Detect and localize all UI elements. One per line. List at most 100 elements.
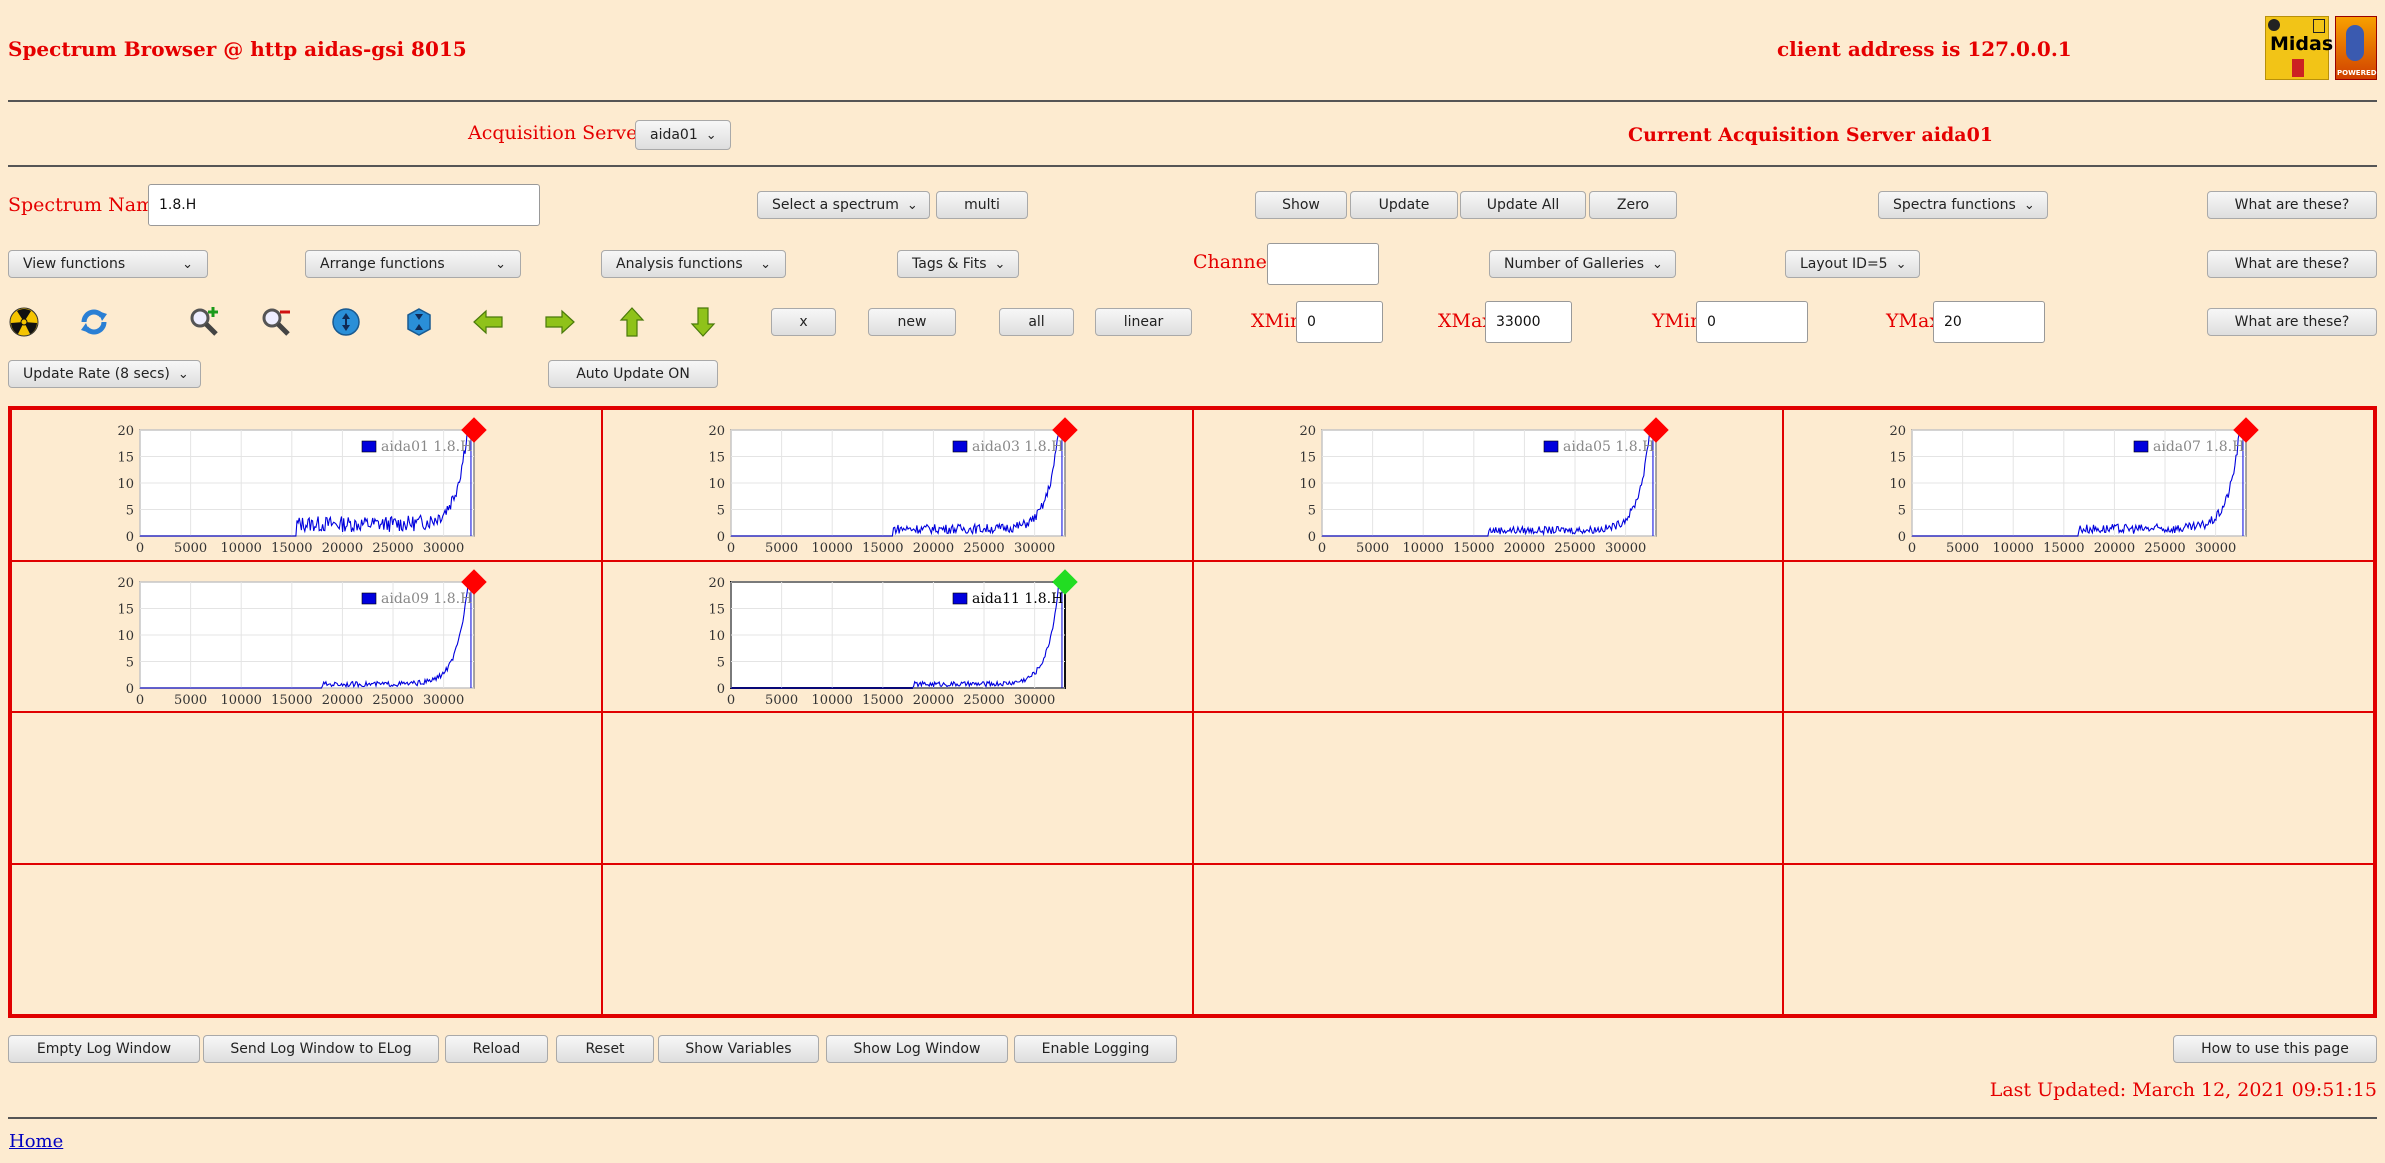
multi-button[interactable]: multi	[936, 191, 1028, 219]
update-rate-label: Update Rate (8 secs)	[23, 366, 170, 382]
show-variables-button[interactable]: Show Variables	[658, 1035, 819, 1063]
x-tick-label: 30000	[423, 693, 464, 708]
spectrum-plot-aida09[interactable]: 0 5000 10000 15000 20000 25000 30000 0 5 10 15 20 ai…	[12, 562, 602, 712]
gallery-cell-9[interactable]	[11, 712, 602, 864]
gallery-cell-3[interactable]: 0 5000 10000 15000 20000 25000 30000 0 5 10 15 20 ai…	[1192, 409, 1784, 561]
gallery-cell-10[interactable]	[601, 712, 1193, 864]
spectrum-name-label: Spectrum Name:	[8, 194, 172, 216]
gallery-cell-16[interactable]	[1783, 863, 2374, 1015]
home-link[interactable]: Home	[9, 1131, 64, 1152]
x-tick-label: 0	[1317, 541, 1325, 556]
what-are-these-button-2[interactable]: What are these?	[2207, 250, 2377, 278]
zoom-out-icon[interactable]	[260, 306, 292, 338]
what-are-these-button-1[interactable]: What are these?	[2207, 191, 2377, 219]
gallery-cell-6[interactable]: 0 5000 10000 15000 20000 25000 30000 0 5 10 15 20 ai…	[601, 560, 1193, 712]
x-tick-label: 15000	[862, 693, 903, 708]
y-tick-label: 5	[716, 504, 724, 519]
send-log-to-elog-button[interactable]: Send Log Window to ELog	[203, 1035, 439, 1063]
gallery-cell-13[interactable]	[11, 863, 602, 1015]
spectrum-plot-aida07[interactable]: 0 5000 10000 15000 20000 25000 30000 0 5 10 15 20 ai…	[1784, 410, 2374, 560]
arrow-left-icon[interactable]	[472, 306, 504, 338]
acquisition-server-select[interactable]: aida01 ⌄	[635, 120, 731, 150]
empty-log-window-button[interactable]: Empty Log Window	[8, 1035, 200, 1063]
gallery-cell-14[interactable]	[601, 863, 1193, 1015]
powered-logo: POWERED	[2335, 16, 2377, 80]
compress-vertical-icon[interactable]	[403, 306, 435, 338]
zero-button[interactable]: Zero	[1589, 191, 1677, 219]
channel-input[interactable]	[1267, 243, 1379, 285]
gallery-cell-1[interactable]: 0 5000 10000 15000 20000 25000 30000 0 5 10 15 20 ai…	[11, 409, 602, 561]
show-button[interactable]: Show	[1255, 191, 1347, 219]
show-log-window-button[interactable]: Show Log Window	[826, 1035, 1008, 1063]
x-tick-label: 20000	[1503, 541, 1544, 556]
y-tick-label: 20	[708, 424, 725, 439]
x-tick-label: 5000	[765, 693, 798, 708]
gallery-cell-11[interactable]	[1192, 712, 1784, 864]
chevron-down-icon: ⌄	[705, 127, 717, 143]
reload-button[interactable]: Reload	[445, 1035, 548, 1063]
how-to-use-button[interactable]: How to use this page	[2173, 1035, 2377, 1063]
ymax-input[interactable]: 20	[1933, 301, 2045, 343]
auto-update-button[interactable]: Auto Update ON	[548, 360, 718, 388]
x-button[interactable]: x	[771, 308, 836, 336]
spectrum-series-line	[1912, 429, 2242, 537]
refresh-icon[interactable]	[78, 306, 110, 338]
update-rate-dropdown[interactable]: Update Rate (8 secs) ⌄	[8, 360, 201, 388]
midas-logo-text: Midas	[2270, 33, 2334, 55]
select-spectrum-label: Select a spectrum	[772, 197, 899, 213]
arrow-up-icon[interactable]	[616, 306, 648, 338]
reset-button[interactable]: Reset	[556, 1035, 654, 1063]
y-tick-label: 5	[716, 655, 724, 670]
gallery-cell-15[interactable]	[1192, 863, 1784, 1015]
spectra-functions-dropdown[interactable]: Spectra functions ⌄	[1878, 191, 2048, 219]
radiation-icon[interactable]	[8, 306, 40, 338]
enable-logging-button[interactable]: Enable Logging	[1014, 1035, 1177, 1063]
arrow-right-icon[interactable]	[544, 306, 576, 338]
select-spectrum-dropdown[interactable]: Select a spectrum ⌄	[757, 191, 930, 219]
last-updated: Last Updated: March 12, 2021 09:51:15	[1989, 1079, 2377, 1101]
view-functions-label: View functions	[23, 256, 126, 272]
gallery-cell-7[interactable]	[1192, 560, 1784, 712]
spectrum-plot-aida01[interactable]: 0 5000 10000 15000 20000 25000 30000 0 5 10 15 20 ai…	[12, 410, 602, 560]
gallery-cell-12[interactable]	[1783, 712, 2374, 864]
arrow-down-icon[interactable]	[687, 306, 719, 338]
spectrum-name-input[interactable]: 1.8.H	[148, 184, 540, 226]
x-tick-label: 0	[136, 541, 144, 556]
analysis-functions-dropdown[interactable]: Analysis functions ⌄	[601, 250, 786, 278]
x-tick-label: 25000	[2145, 541, 2186, 556]
layout-dropdown[interactable]: Layout ID=5 ⌄	[1785, 250, 1920, 278]
number-of-galleries-dropdown[interactable]: Number of Galleries ⌄	[1489, 250, 1676, 278]
acquisition-servers-label: Acquisition Servers	[468, 122, 657, 144]
gallery-cell-4[interactable]: 0 5000 10000 15000 20000 25000 30000 0 5 10 15 20 ai…	[1783, 409, 2374, 561]
spectrum-plot-aida03[interactable]: 0 5000 10000 15000 20000 25000 30000 0 5 10 15 20 ai…	[603, 410, 1193, 560]
x-tick-label: 25000	[372, 693, 413, 708]
spectrum-series-line	[140, 580, 470, 689]
linear-button[interactable]: linear	[1095, 308, 1192, 336]
gallery-cell-2[interactable]: 0 5000 10000 15000 20000 25000 30000 0 5 10 15 20 ai…	[601, 409, 1193, 561]
update-button[interactable]: Update	[1350, 191, 1458, 219]
spectrum-plot-aida05[interactable]: 0 5000 10000 15000 20000 25000 30000 0 5 10 15 20 ai…	[1194, 410, 1784, 560]
expand-vertical-icon[interactable]	[330, 306, 362, 338]
xmin-input[interactable]: 0	[1296, 301, 1383, 343]
y-tick-label: 10	[1299, 477, 1316, 492]
xmax-input[interactable]: 33000	[1485, 301, 1572, 343]
spectrum-series-line	[730, 429, 1061, 537]
all-button[interactable]: all	[999, 308, 1074, 336]
x-tick-label: 30000	[423, 541, 464, 556]
ymin-input[interactable]: 0	[1696, 301, 1808, 343]
what-are-these-button-3[interactable]: What are these?	[2207, 308, 2377, 336]
zoom-in-icon[interactable]	[188, 306, 220, 338]
arrange-functions-dropdown[interactable]: Arrange functions ⌄	[305, 250, 521, 278]
view-functions-dropdown[interactable]: View functions ⌄	[8, 250, 208, 278]
y-tick-label: 20	[1299, 424, 1316, 439]
gallery-cell-8[interactable]	[1783, 560, 2374, 712]
y-tick-label: 10	[117, 477, 134, 492]
spectrum-series-line	[140, 429, 470, 537]
gallery-cell-5[interactable]: 0 5000 10000 15000 20000 25000 30000 0 5 10 15 20 ai…	[11, 560, 602, 712]
update-all-button[interactable]: Update All	[1460, 191, 1586, 219]
spectrum-plot-aida11[interactable]: 0 5000 10000 15000 20000 25000 30000 0 5 10 15 20 ai…	[603, 562, 1193, 712]
legend-swatch	[952, 440, 968, 453]
midas-logo: Midas	[2265, 16, 2333, 80]
new-button[interactable]: new	[868, 308, 956, 336]
tags-fits-dropdown[interactable]: Tags & Fits ⌄	[897, 250, 1019, 278]
